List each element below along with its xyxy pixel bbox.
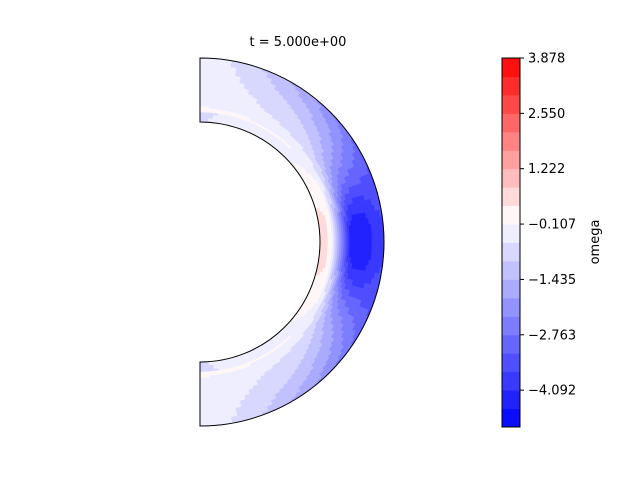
chart-title: t = 5.000e+00 xyxy=(250,35,347,50)
colorbar-band xyxy=(502,353,520,373)
colorbar-band xyxy=(502,224,520,243)
colorbar-tick-label: 2.550 xyxy=(528,107,565,122)
contour-field xyxy=(199,57,385,427)
colorbar-band xyxy=(502,260,520,280)
colorbar-ticks: 3.878 2.550 1.222 −0.107 −1.435 −2.763 −4.092 xyxy=(520,52,576,399)
colorbar-tick-label: −2.763 xyxy=(528,328,576,343)
colorbar-band xyxy=(502,76,520,96)
colorbar-band xyxy=(502,205,520,225)
colorbar-band xyxy=(502,371,520,391)
colorbar-band xyxy=(502,58,520,77)
colorbar-band xyxy=(502,150,520,170)
annulus-outline xyxy=(199,57,385,427)
colorbar-band xyxy=(502,242,520,262)
colorbar-band xyxy=(502,390,520,410)
colorbar-band xyxy=(502,334,520,354)
colorbar-band xyxy=(502,408,520,428)
colorbar-band xyxy=(502,279,520,299)
colorbar-tick-label: 1.222 xyxy=(528,162,565,177)
colorbar xyxy=(502,58,520,428)
colorbar-band xyxy=(502,131,520,151)
colorbar-tick-label: −1.435 xyxy=(528,273,576,288)
colorbar-tick-label: 3.878 xyxy=(528,52,565,67)
colorbar-tick-label: −0.107 xyxy=(528,218,576,233)
colorbar-band xyxy=(502,94,520,114)
colorbar-frame xyxy=(501,57,521,428)
colorbar-band xyxy=(502,316,520,336)
colorbar-band xyxy=(502,187,520,207)
colorbar-tick-label: −4.092 xyxy=(528,384,576,399)
colorbar-band xyxy=(502,297,520,317)
colorbar-band xyxy=(502,113,520,133)
colorbar-label: omega xyxy=(588,220,603,265)
colorbar-band xyxy=(502,168,520,188)
